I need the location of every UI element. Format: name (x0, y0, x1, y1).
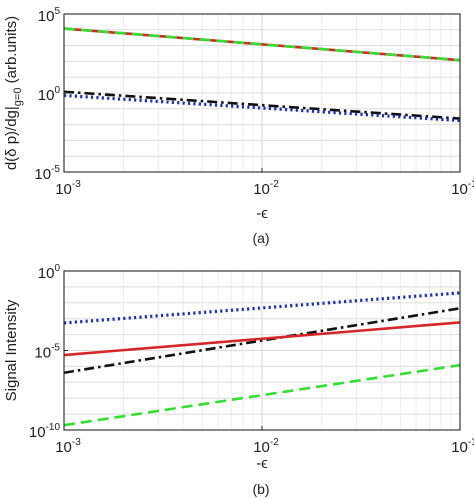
x-axis-label: -ϵ (256, 205, 268, 222)
y-tick-label: 100 (38, 263, 61, 282)
series-line-dotted (63, 93, 461, 123)
y-tick-label: 10-5 (34, 343, 60, 362)
y-axis-label: d(δ p)/dg|g=0 (arb.units) (3, 16, 24, 170)
y-axis-label: Signal Intensity (3, 299, 20, 401)
x-tick-label: 10-3 (55, 179, 81, 198)
x-tick-label: 10-3 (55, 437, 81, 456)
panel-a: 10-3 10-2 10-1 10-5 100 105 -ϵ d(δ p)/dg|g=0 (a… (3, 6, 474, 246)
y-tick-label: 10-10 (29, 422, 61, 441)
series-line-dotted (63, 291, 461, 325)
series-line-dashed (63, 27, 461, 62)
panel-b: 10-3 10-2 10-1 10-10 10-5 100 -ϵ Signal Intensi… (3, 263, 474, 497)
panel-caption: (a) (252, 230, 269, 246)
x-tick-label: 10-1 (451, 179, 474, 198)
y-tick-label: 105 (38, 6, 61, 25)
y-tick-label: 10-5 (34, 164, 60, 183)
series-line-dashed (63, 363, 461, 427)
series-line-solid (63, 321, 461, 357)
panel-caption: (b) (252, 481, 269, 497)
x-tick-label: 10-2 (253, 179, 279, 198)
x-tick-label: 10-2 (253, 437, 279, 456)
x-tick-label: 10-1 (451, 437, 474, 456)
y-tick-label: 100 (38, 85, 61, 104)
series-line-dashdot (63, 90, 461, 120)
x-axis-label: -ϵ (256, 455, 268, 472)
grid (63, 13, 461, 173)
series-line-dashdot (63, 307, 461, 375)
